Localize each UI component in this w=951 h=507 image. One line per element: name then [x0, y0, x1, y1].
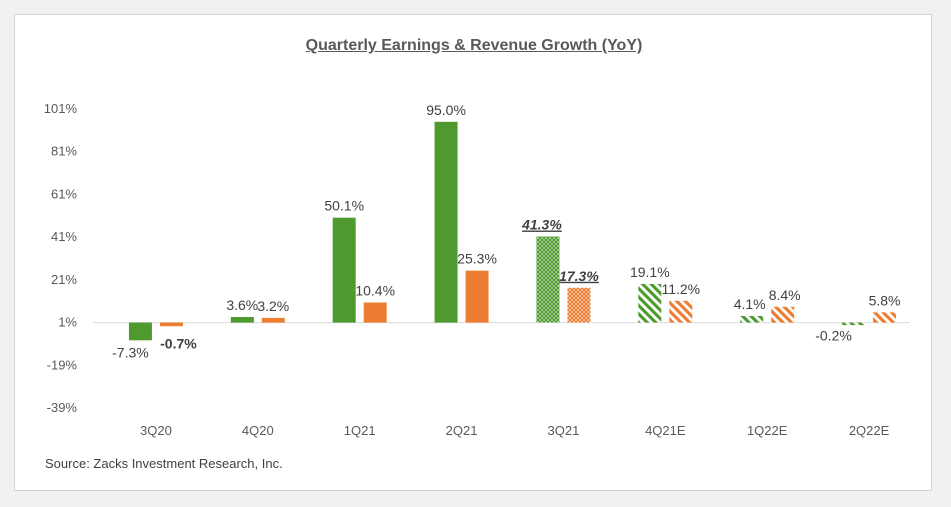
- data-label: 95.0%: [426, 102, 466, 118]
- data-label: -7.3%: [112, 344, 149, 360]
- x-tick-label: 4Q21E: [645, 423, 686, 438]
- x-tick-label: 2Q21: [446, 423, 478, 438]
- y-tick-label: -19%: [47, 357, 78, 372]
- bar-revenue: [363, 302, 387, 323]
- bar-earnings: [230, 317, 254, 323]
- bar-earnings: [842, 322, 866, 326]
- y-tick-label: -39%: [47, 400, 78, 415]
- data-label: 41.3%: [521, 217, 562, 233]
- data-label: 10.4%: [355, 282, 395, 298]
- bar-revenue: [771, 306, 795, 323]
- data-label: 8.4%: [769, 287, 801, 303]
- source-note: Source: Zacks Investment Research, Inc.: [45, 456, 283, 471]
- bar-earnings: [434, 121, 458, 323]
- y-tick-label: 21%: [51, 272, 77, 287]
- data-label: 19.1%: [630, 264, 670, 280]
- bar-revenue: [159, 322, 183, 327]
- data-label: 11.2%: [661, 281, 700, 297]
- y-tick-label: 1%: [58, 315, 77, 330]
- bar-revenue: [873, 312, 897, 323]
- y-tick-label: 81%: [51, 144, 77, 159]
- y-tick-label: 101%: [44, 101, 78, 116]
- x-tick-label: 1Q22E: [747, 423, 788, 438]
- data-label: -0.2%: [815, 328, 852, 344]
- data-label: 3.6%: [226, 297, 258, 313]
- data-label: 17.3%: [559, 268, 599, 284]
- bar-revenue: [567, 287, 591, 323]
- data-label: 5.8%: [869, 292, 901, 308]
- bar-earnings: [638, 283, 662, 323]
- bar-earnings: [536, 236, 560, 323]
- data-label: 4.1%: [734, 296, 766, 312]
- y-tick-label: 41%: [51, 229, 77, 244]
- chart-title: Quarterly Earnings & Revenue Growth (YoY…: [305, 37, 643, 54]
- bar-revenue: [261, 317, 285, 323]
- bar-revenue: [465, 270, 489, 323]
- x-tick-label: 4Q20: [242, 423, 274, 438]
- data-label: 3.2%: [257, 298, 289, 314]
- x-tick-label: 2Q22E: [849, 423, 890, 438]
- data-label: 50.1%: [324, 198, 364, 214]
- x-tick-label: 3Q20: [140, 423, 172, 438]
- chart-plot: 101% 81% 61% 41% 21% 1% -19% -39% -7.3% -0.7% 3Q20…: [44, 101, 910, 438]
- bar-earnings: [332, 217, 356, 323]
- bar-earnings: [740, 315, 764, 323]
- x-tick-label: 3Q21: [548, 423, 580, 438]
- bar-earnings: [128, 322, 152, 341]
- chart-card: Quarterly Earnings & Revenue Growth (YoY…: [14, 14, 932, 491]
- x-tick-label: 1Q21: [344, 423, 376, 438]
- bar-revenue: [669, 300, 693, 323]
- data-label: 25.3%: [457, 251, 497, 267]
- data-label: -0.7%: [160, 336, 197, 352]
- y-tick-label: 61%: [51, 186, 77, 201]
